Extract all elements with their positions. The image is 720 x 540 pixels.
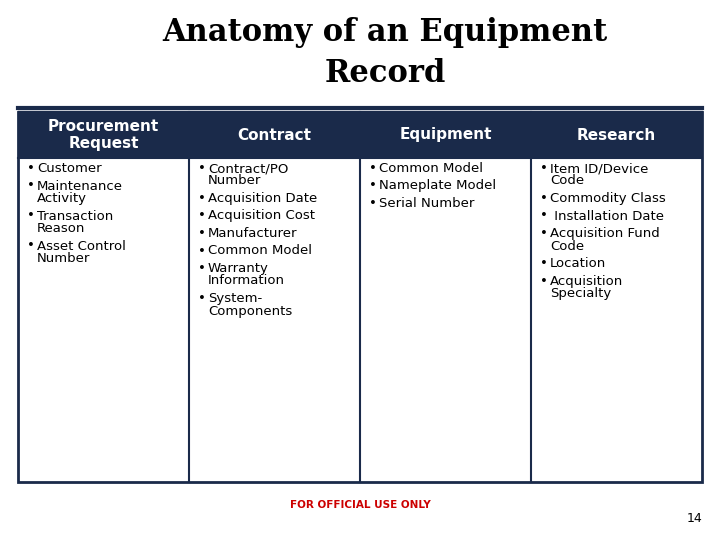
Text: Number: Number [37, 252, 91, 265]
Text: Reason: Reason [37, 222, 86, 235]
Text: Commodity Class: Commodity Class [550, 192, 666, 205]
Text: •: • [540, 274, 548, 287]
Text: Maintenance: Maintenance [37, 179, 123, 192]
Text: Specialty: Specialty [550, 287, 611, 300]
Text: Manufacturer: Manufacturer [208, 227, 297, 240]
Text: Acquisition Fund: Acquisition Fund [550, 227, 660, 240]
Text: Acquisition Date: Acquisition Date [208, 192, 318, 205]
Text: •: • [540, 162, 548, 175]
Text: •: • [27, 240, 35, 253]
Text: System-: System- [208, 292, 262, 305]
Text: Asset Control: Asset Control [37, 240, 126, 253]
Text: Acquisition Cost: Acquisition Cost [208, 210, 315, 222]
Text: •: • [27, 179, 35, 192]
Text: Contract/PO: Contract/PO [208, 162, 289, 175]
Text: Anatomy of an Equipment
Record: Anatomy of an Equipment Record [163, 17, 608, 89]
Text: Code: Code [550, 174, 584, 187]
Text: Common Model: Common Model [208, 245, 312, 258]
Text: Warranty: Warranty [208, 262, 269, 275]
Bar [531, 112, 702, 158]
Text: Procurement
Request: Procurement Request [48, 119, 159, 151]
Text: Components: Components [208, 305, 292, 318]
Text: Activity: Activity [37, 192, 87, 205]
Text: Serial Number: Serial Number [379, 197, 474, 210]
Text: •: • [198, 262, 206, 275]
Text: •: • [540, 257, 548, 270]
Text: Contract: Contract [238, 127, 312, 143]
Text: •: • [198, 162, 206, 175]
Text: •: • [198, 227, 206, 240]
Text: •: • [369, 162, 377, 175]
Bar [360, 112, 531, 158]
Text: •: • [540, 227, 548, 240]
Text: Customer: Customer [37, 162, 102, 175]
Text: Acquisition: Acquisition [550, 274, 624, 287]
Bar [189, 112, 360, 158]
Text: •: • [369, 197, 377, 210]
Text: •: • [369, 179, 377, 192]
Text: Number: Number [208, 174, 261, 187]
Text: Location: Location [550, 257, 606, 270]
Text: Nameplate Model: Nameplate Model [379, 179, 496, 192]
Text: FOR OFFICIAL USE ONLY: FOR OFFICIAL USE ONLY [289, 500, 431, 510]
Text: •: • [540, 192, 548, 205]
Text: •: • [198, 192, 206, 205]
Text: Code: Code [550, 240, 584, 253]
Text: •: • [198, 210, 206, 222]
Text: 14: 14 [686, 511, 702, 524]
Bar [18, 112, 189, 158]
Text: Information: Information [208, 274, 285, 287]
Text: Installation Date: Installation Date [550, 210, 664, 222]
Text: •: • [540, 210, 548, 222]
Text: Transaction: Transaction [37, 210, 113, 222]
Text: Item ID/Device: Item ID/Device [550, 162, 649, 175]
Text: •: • [198, 245, 206, 258]
Text: •: • [27, 162, 35, 175]
Text: •: • [27, 210, 35, 222]
Text: Research: Research [577, 127, 656, 143]
Text: Equipment: Equipment [400, 127, 492, 143]
Bar [18, 112, 702, 482]
Text: Common Model: Common Model [379, 162, 483, 175]
Text: •: • [198, 292, 206, 305]
